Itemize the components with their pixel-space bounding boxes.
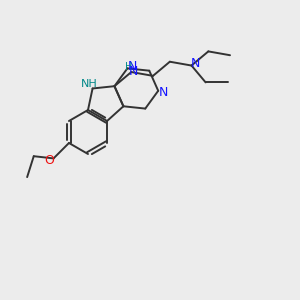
Text: N: N — [128, 60, 137, 73]
Text: O: O — [45, 154, 55, 167]
Text: N: N — [129, 64, 138, 77]
Text: N: N — [158, 86, 168, 99]
Text: N: N — [191, 57, 200, 70]
Text: H: H — [124, 62, 132, 72]
Text: NH: NH — [81, 80, 98, 89]
